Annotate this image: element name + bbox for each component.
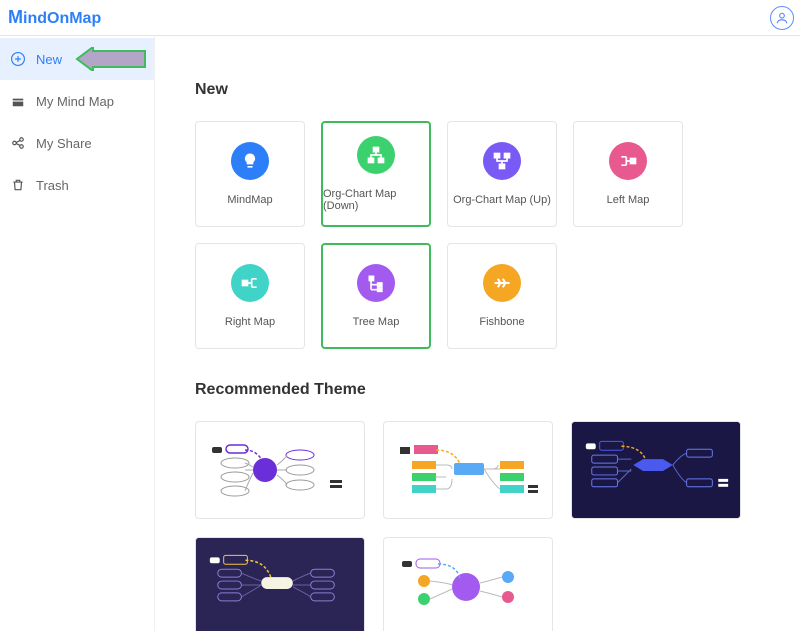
theme-card[interactable]	[383, 537, 553, 631]
recommended-section-title: Recommended Theme	[195, 381, 780, 399]
plus-icon	[10, 51, 26, 67]
sidebar-item-label: New	[36, 52, 62, 67]
template-card[interactable]: Org-Chart Map (Up)	[447, 121, 557, 227]
fishbone-icon	[483, 264, 521, 302]
sidebar-item-label: My Share	[36, 136, 92, 151]
sidebar: New My Mind Map My Share Trash	[0, 36, 155, 631]
theme-card[interactable]	[195, 537, 365, 631]
template-card[interactable]: Left Map	[573, 121, 683, 227]
sidebar-item-my-mind-map[interactable]: My Mind Map	[0, 80, 154, 122]
org-up-icon	[483, 142, 521, 180]
themes-grid	[195, 421, 780, 631]
sidebar-item-label: My Mind Map	[36, 94, 114, 109]
main-content: New MindMap Org-Chart Map (Down) Org-Chart…	[155, 36, 800, 631]
template-label: Right Map	[225, 316, 275, 328]
template-card[interactable]: Org-Chart Map (Down)	[321, 121, 431, 227]
left-map-icon	[609, 142, 647, 180]
callout-arrow-icon	[75, 47, 147, 71]
new-section-title: New	[195, 81, 780, 99]
template-label: Left Map	[607, 194, 650, 206]
tree-icon	[357, 264, 395, 302]
container: New My Mind Map My Share Trash New MindM	[0, 36, 800, 631]
folder-icon	[10, 93, 26, 109]
template-label: MindMap	[227, 194, 272, 206]
profile-icon[interactable]	[770, 6, 794, 30]
trash-icon	[10, 177, 26, 193]
sidebar-item-trash[interactable]: Trash	[0, 164, 154, 206]
logo: MindOnMap	[8, 7, 101, 28]
theme-card[interactable]	[195, 421, 365, 519]
bulb-icon	[231, 142, 269, 180]
template-label: Org-Chart Map (Down)	[323, 188, 429, 212]
template-card[interactable]: Fishbone	[447, 243, 557, 349]
right-map-icon	[231, 264, 269, 302]
sidebar-item-my-share[interactable]: My Share	[0, 122, 154, 164]
share-icon	[10, 135, 26, 151]
template-label: Org-Chart Map (Up)	[453, 194, 551, 206]
sidebar-item-label: Trash	[36, 178, 69, 193]
template-label: Tree Map	[353, 316, 400, 328]
topbar: MindOnMap	[0, 0, 800, 36]
template-label: Fishbone	[479, 316, 524, 328]
template-card[interactable]: MindMap	[195, 121, 305, 227]
template-card[interactable]: Right Map	[195, 243, 305, 349]
theme-card[interactable]	[571, 421, 741, 519]
template-card[interactable]: Tree Map	[321, 243, 431, 349]
templates-grid: MindMap Org-Chart Map (Down) Org-Chart Map…	[195, 121, 780, 349]
theme-card[interactable]	[383, 421, 553, 519]
sidebar-item-new[interactable]: New	[0, 38, 154, 80]
org-down-icon	[357, 136, 395, 174]
logo-text: indOnMap	[23, 10, 101, 27]
